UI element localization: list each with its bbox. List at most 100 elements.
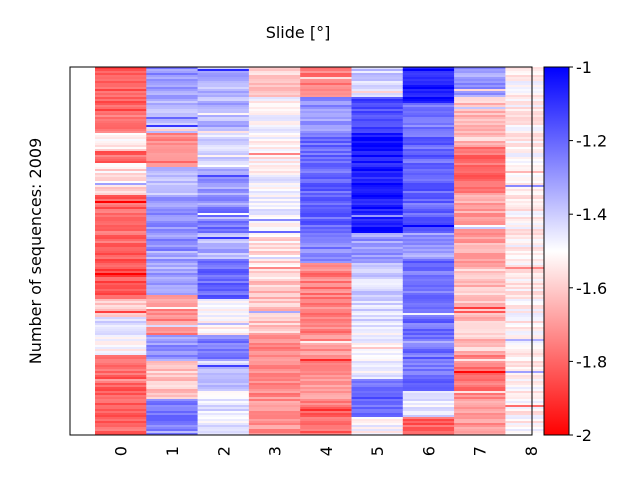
heatmap-cell (505, 83, 558, 86)
heatmap-cell (402, 367, 455, 370)
heatmap-cell (95, 353, 147, 356)
heatmap-cell (146, 327, 199, 330)
heatmap-cell (146, 143, 199, 146)
heatmap-cell (95, 351, 147, 354)
heatmap-cell (402, 387, 455, 390)
heatmap-cell (454, 149, 506, 152)
heatmap-cell (454, 199, 506, 202)
heatmap-cell (248, 73, 301, 76)
heatmap-cell (248, 335, 301, 338)
heatmap-cell (454, 177, 506, 180)
heatmap-cell (197, 311, 250, 314)
heatmap-cell (197, 75, 250, 78)
heatmap-cell (402, 235, 455, 238)
heatmap-cell (454, 413, 506, 416)
heatmap-cell (454, 215, 506, 218)
heatmap-cell (197, 313, 250, 316)
heatmap-cell (402, 201, 455, 204)
heatmap-cell (351, 319, 404, 322)
heatmap-cell (300, 427, 353, 430)
heatmap-cell (454, 425, 506, 428)
heatmap-cell (146, 325, 199, 328)
heatmap-cell (351, 81, 404, 84)
heatmap-cell (402, 337, 455, 340)
heatmap-cell (351, 199, 404, 202)
heatmap-cell (454, 225, 506, 228)
colorbar (543, 66, 570, 436)
heatmap-cell (300, 251, 353, 254)
heatmap-cell (248, 75, 301, 78)
heatmap-cell (351, 237, 404, 240)
heatmap-cell (95, 193, 147, 196)
heatmap-cell (300, 311, 353, 314)
heatmap-cell (146, 159, 199, 162)
heatmap-cell (95, 277, 147, 280)
heatmap-cell (146, 109, 199, 112)
heatmap-cell (197, 209, 250, 212)
heatmap-cell (351, 257, 404, 260)
heatmap-cell (248, 397, 301, 400)
heatmap-cell (300, 139, 353, 142)
heatmap-cell (95, 301, 147, 304)
heatmap-cell (505, 227, 558, 230)
heatmap-cell (300, 307, 353, 310)
heatmap-cell (248, 191, 301, 194)
heatmap-cell (351, 425, 404, 428)
heatmap-cell (146, 71, 199, 74)
heatmap-cell (505, 217, 558, 220)
heatmap-cell (402, 291, 455, 294)
heatmap-cell (454, 113, 506, 116)
heatmap-cell (351, 219, 404, 222)
heatmap-cell (248, 115, 301, 118)
heatmap-cell (95, 223, 147, 226)
colorbar-tick-label: -1.4 (576, 205, 607, 224)
heatmap-cell (197, 337, 250, 340)
heatmap-cell (197, 277, 250, 280)
heatmap-cell (248, 71, 301, 74)
heatmap-cell (402, 277, 455, 280)
heatmap-cell (505, 101, 558, 104)
heatmap-cell (402, 275, 455, 278)
heatmap-cell (454, 141, 506, 144)
heatmap-cell (146, 269, 199, 272)
heatmap-cell (95, 211, 147, 214)
heatmap-cell (505, 235, 558, 238)
heatmap-cell (95, 169, 147, 172)
heatmap-cell (248, 363, 301, 366)
heatmap-cell (402, 297, 455, 300)
heatmap-cell (197, 307, 250, 310)
heatmap-cell (95, 413, 147, 416)
heatmap-cell (248, 343, 301, 346)
heatmap-cell (351, 271, 404, 274)
heatmap-cell (146, 425, 199, 428)
heatmap-cell (197, 149, 250, 152)
heatmap-cell (300, 197, 353, 200)
heatmap-cell (197, 83, 250, 86)
heatmap-cell (505, 111, 558, 114)
heatmap-cell (351, 189, 404, 192)
heatmap-cell (197, 137, 250, 140)
heatmap-cell (95, 245, 147, 248)
heatmap-cell (248, 225, 301, 228)
heatmap-cell (146, 147, 199, 150)
heatmap-cell (248, 359, 301, 362)
heatmap-cell (300, 181, 353, 184)
heatmap-cell (351, 251, 404, 254)
heatmap-cell (248, 171, 301, 174)
heatmap-cell (95, 415, 147, 418)
heatmap-cell (505, 81, 558, 84)
heatmap-cell (505, 91, 558, 94)
heatmap-cell (146, 399, 199, 402)
heatmap-cell (248, 95, 301, 98)
heatmap-cell (300, 423, 353, 426)
heatmap-cell (146, 287, 199, 290)
heatmap-cell (454, 203, 506, 206)
heatmap-cell (402, 173, 455, 176)
heatmap-cell (402, 287, 455, 290)
heatmap-cell (146, 115, 199, 118)
heatmap-cell (351, 289, 404, 292)
heatmap-cell (300, 239, 353, 242)
heatmap-cell (248, 145, 301, 148)
heatmap-cell (300, 195, 353, 198)
heatmap-cell (505, 133, 558, 136)
